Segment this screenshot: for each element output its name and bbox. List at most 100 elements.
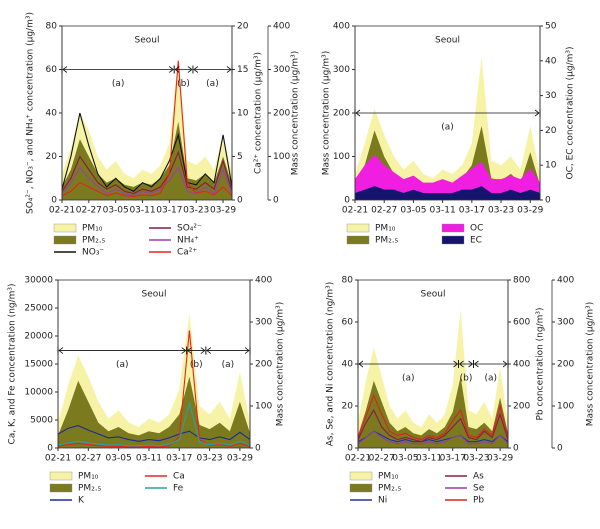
axis-title: Pb concentration (ng/m³) — [536, 307, 546, 420]
arrow-head — [193, 66, 232, 73]
y-tick-label: 600 — [513, 318, 530, 328]
y-tick-label: 20000 — [24, 332, 53, 342]
x-tick-label: 03-23 — [463, 454, 489, 464]
period-label: (b) — [177, 79, 190, 89]
axis-title: As, Se, and Ni concentration (ng/m³) — [326, 282, 336, 446]
x-tick-label: 02-21 — [45, 454, 71, 464]
y-tick-label: 5000 — [30, 416, 53, 426]
arrow-head — [206, 347, 250, 354]
y-tick-label: 10 — [237, 109, 249, 119]
arrow-head — [458, 360, 474, 368]
x-tick-label: 03-05 — [400, 206, 426, 216]
y-tick-label: 100 — [273, 152, 290, 162]
arrow-head — [186, 347, 206, 354]
period-label: (a) — [441, 123, 454, 133]
x-tick-label: 03-17 — [156, 206, 182, 216]
y-tick-label: 400 — [513, 360, 530, 370]
y-tick-label: 10000 — [24, 388, 53, 398]
x-tick-label: 03-05 — [392, 454, 418, 464]
y-tick-label: 20 — [237, 22, 249, 32]
arrow-head — [355, 109, 540, 117]
x-tick-label: 03-29 — [487, 454, 513, 464]
y-tick-label: 0 — [51, 196, 57, 206]
period-label: (a) — [206, 79, 219, 89]
x-tick-label: 03-29 — [227, 454, 253, 464]
legend-label: Se — [473, 484, 485, 494]
y-tick-label: 30 — [545, 91, 557, 101]
y-tick-label: 300 — [255, 318, 272, 328]
axis-title: OC, EC concentration (μg/m³) — [566, 47, 576, 180]
y-tick-label: 80 — [46, 22, 58, 32]
axis-title: Mass concentration (μg/m³) — [322, 51, 332, 176]
line — [61, 166, 233, 197]
y-tick-label: 200 — [513, 402, 530, 412]
y-tick-label: 0 — [347, 444, 353, 454]
legend-swatch — [346, 235, 370, 245]
y-tick-label: 100 — [333, 152, 350, 162]
x-tick-label: 03-23 — [183, 206, 209, 216]
line — [357, 430, 509, 443]
y-tick-label: 200 — [255, 360, 272, 370]
y-tick-label: 300 — [333, 65, 350, 75]
legend-swatch — [49, 483, 73, 493]
legend-label: PM₁₀ — [378, 472, 399, 482]
y-tick-label: 0 — [344, 196, 350, 206]
chart-title: Seoul — [435, 36, 460, 46]
chart-title: Seoul — [421, 290, 446, 300]
y-tick-label: 40 — [342, 360, 354, 370]
line — [357, 394, 509, 441]
period-label: (a) — [402, 374, 415, 384]
arrow-head — [174, 66, 193, 73]
y-tick-label: 5 — [237, 152, 243, 162]
x-tick-label: 02-21 — [345, 454, 371, 464]
y-tick-label: 100 — [255, 402, 272, 412]
x-tick-label: 03-23 — [197, 454, 223, 464]
period-label: (a) — [116, 360, 129, 370]
y-tick-label: 0 — [47, 444, 53, 454]
line — [61, 60, 233, 198]
x-tick-label: 03-29 — [210, 206, 236, 216]
legend-label: NO₃⁻ — [82, 248, 104, 258]
y-tick-label: 300 — [273, 65, 290, 75]
x-tick-label: 03-23 — [488, 206, 514, 216]
axis-title: Ca²⁺ concentration (μg/m³) — [254, 52, 264, 174]
line — [57, 330, 251, 448]
line — [357, 430, 509, 445]
y-tick-label: 300 — [557, 318, 574, 328]
legend-label: OC — [470, 224, 483, 234]
line — [57, 401, 251, 447]
chart-title: Seoul — [135, 36, 160, 46]
y-tick-label: 0 — [237, 196, 243, 206]
y-tick-label: 15000 — [24, 360, 53, 370]
axis-title: Ca, K, and Fe concentration (ng/m³) — [8, 283, 18, 444]
arrow-head — [58, 347, 187, 354]
legend-label: PM₂.₅ — [378, 484, 402, 494]
arrow-head — [62, 66, 174, 73]
y-tick-label: 0 — [545, 196, 551, 206]
area — [358, 309, 508, 448]
arrow-head — [358, 360, 459, 368]
legend-label: PM₂.₅ — [82, 236, 106, 246]
legend-label: K — [78, 496, 85, 506]
x-tick-label: 02-21 — [49, 206, 75, 216]
chart-title: Seoul — [142, 290, 167, 300]
y-tick-label: 200 — [273, 109, 290, 119]
y-tick-label: 0 — [273, 196, 279, 206]
legend-label: PM₂.₅ — [78, 484, 102, 494]
legend-swatch — [349, 483, 373, 493]
period-label: (b) — [460, 374, 473, 384]
period-label: (b) — [190, 360, 203, 370]
legend-label: Ca — [173, 472, 185, 482]
x-tick-label: 02-27 — [369, 454, 395, 464]
y-tick-label: 0 — [255, 444, 261, 454]
y-tick-label: 40 — [545, 56, 557, 66]
x-tick-label: 03-05 — [103, 206, 129, 216]
arrow-head — [473, 360, 508, 368]
legend-label: Ca²⁺ — [177, 248, 197, 258]
legend-label: PM₁₀ — [375, 224, 396, 234]
axis-title: Mass concentration (μg/m³) — [291, 51, 301, 176]
x-tick-label: 03-11 — [416, 454, 442, 464]
legend-label: PM₁₀ — [78, 472, 99, 482]
y-tick-label: 50 — [545, 22, 557, 32]
